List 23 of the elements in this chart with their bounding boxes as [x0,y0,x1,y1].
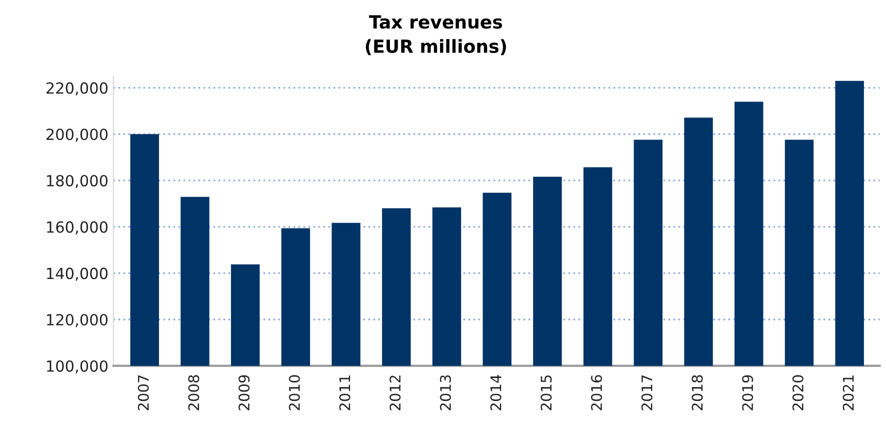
y-tick-label: 220,000 [46,82,108,96]
x-tick-label: 2018 [692,375,703,410]
chart-title: Tax revenues (EUR millions) [366,15,506,56]
x-tick-label: 2021 [842,376,854,410]
y-tick-label: 100,000 [47,360,108,374]
y-tick-label: 200,000 [46,128,108,142]
x-tick-label: 2009 [238,375,250,410]
x-tick-label: 2016 [591,375,602,410]
x-tick-label: 2014 [490,375,502,410]
y-tick-label: 180,000 [47,174,108,188]
x-tick-label: 2020 [792,375,804,410]
x-tick-label: 2013 [440,375,451,410]
x-tick-label: 2012 [390,376,401,410]
y-tick-label: 120,000 [47,314,108,328]
x-tick-label: 2011 [339,376,350,410]
y-tick-label: 160,000 [47,221,108,234]
x-tick-label: 2007 [138,375,149,410]
x-tick-label: 2017 [641,375,652,410]
x-tick-label: 2008 [188,375,200,410]
x-tick-label: 2019 [742,375,754,410]
x-tick-label: 2010 [288,375,300,410]
x-tick-label: 2015 [540,375,552,410]
y-tick-label: 140,000 [47,268,108,281]
